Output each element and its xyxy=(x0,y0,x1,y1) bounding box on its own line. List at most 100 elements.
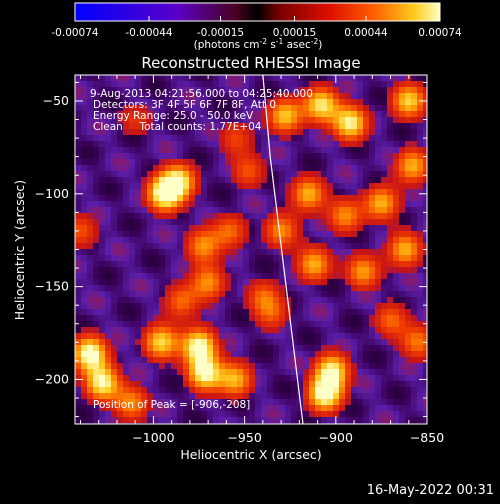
heatmap-cell xyxy=(387,81,393,87)
heatmap-cell xyxy=(153,345,159,351)
heatmap-cell xyxy=(243,273,249,279)
heatmap-cell xyxy=(321,99,327,105)
heatmap-cell xyxy=(93,267,99,273)
heatmap-cell xyxy=(201,375,207,381)
heatmap-cell xyxy=(387,315,393,321)
annotation-block: 9-Aug-2013 04:21:56.000 to 04:25:40.000 … xyxy=(90,88,313,133)
heatmap-cell xyxy=(171,111,177,117)
heatmap-cell xyxy=(231,255,237,261)
heatmap-cell xyxy=(285,249,291,255)
heatmap-cell xyxy=(87,393,93,399)
heatmap-cell xyxy=(111,285,117,291)
heatmap-cell xyxy=(93,129,99,135)
heatmap-cell xyxy=(177,339,183,345)
heatmap-cell xyxy=(183,375,189,381)
heatmap-cell xyxy=(255,315,261,321)
heatmap-cell xyxy=(141,381,147,387)
heatmap-cell xyxy=(399,237,405,243)
heatmap-cell xyxy=(249,189,255,195)
heatmap-cell xyxy=(177,153,183,159)
heatmap-cell xyxy=(351,105,357,111)
heatmap-cell xyxy=(219,207,225,213)
heatmap-cell xyxy=(381,135,387,141)
heatmap-cell xyxy=(165,285,171,291)
heatmap-cell xyxy=(375,249,381,255)
heatmap-cell xyxy=(273,273,279,279)
heatmap-cell xyxy=(369,153,375,159)
heatmap-cell xyxy=(237,393,243,399)
heatmap-cell xyxy=(159,255,165,261)
heatmap-cell xyxy=(75,417,81,423)
heatmap-cell xyxy=(189,237,195,243)
heatmap-cell xyxy=(375,117,381,123)
heatmap-cell xyxy=(213,243,219,249)
heatmap-cell xyxy=(105,183,111,189)
heatmap-cell xyxy=(237,321,243,327)
heatmap-cell xyxy=(201,219,207,225)
annotation-line: Energy Range: 25.0 - 50.0 keV xyxy=(93,110,254,122)
heatmap-cell xyxy=(111,153,117,159)
heatmap-cell xyxy=(423,327,427,333)
heatmap-cell xyxy=(339,135,345,141)
heatmap-cell xyxy=(237,141,243,147)
heatmap-cell xyxy=(387,285,393,291)
heatmap-cell xyxy=(357,351,363,357)
heatmap-cell xyxy=(357,321,363,327)
heatmap-cell xyxy=(423,177,427,183)
heatmap-cell xyxy=(369,255,375,261)
heatmap-cell xyxy=(267,363,273,369)
heatmap-cell xyxy=(219,141,225,147)
heatmap-cell xyxy=(357,405,363,411)
heatmap-cell xyxy=(159,381,165,387)
heatmap-cell xyxy=(129,135,135,141)
heatmap-cell xyxy=(195,339,201,345)
x-tick-label: −1000 xyxy=(132,430,174,445)
heatmap-cell xyxy=(297,153,303,159)
heatmap-cell xyxy=(207,153,213,159)
heatmap-cell xyxy=(75,267,81,273)
heatmap-cell xyxy=(261,171,267,177)
heatmap-cell xyxy=(279,381,285,387)
heatmap-cell xyxy=(129,357,135,363)
heatmap-cell xyxy=(87,153,93,159)
heatmap-cell xyxy=(333,303,339,309)
heatmap-cell xyxy=(105,315,111,321)
heatmap-cell xyxy=(111,117,117,123)
heatmap-cell xyxy=(147,231,153,237)
heatmap-cell xyxy=(183,291,189,297)
heatmap-cell xyxy=(339,183,345,189)
heatmap-cell xyxy=(81,87,87,93)
heatmap-cell xyxy=(123,237,129,243)
heatmap-cell xyxy=(183,369,189,375)
heatmap-cell xyxy=(381,321,387,327)
heatmap-cell xyxy=(237,297,243,303)
heatmap-cell xyxy=(399,261,405,267)
heatmap-cell xyxy=(75,141,81,147)
heatmap-cell xyxy=(237,249,243,255)
heatmap-cell xyxy=(279,183,285,189)
heatmap-cell xyxy=(315,357,321,363)
heatmap-cell xyxy=(189,249,195,255)
heatmap-cell xyxy=(129,297,135,303)
heatmap-cell xyxy=(279,177,285,183)
heatmap-cell xyxy=(291,303,297,309)
heatmap-cell xyxy=(201,291,207,297)
heatmap-cell xyxy=(117,393,123,399)
heatmap-cell xyxy=(405,255,411,261)
heatmap-cell xyxy=(99,237,105,243)
heatmap-cell xyxy=(75,111,81,117)
heatmap-cell xyxy=(309,393,315,399)
heatmap-cell xyxy=(261,261,267,267)
heatmap-cell xyxy=(387,111,393,117)
heatmap-cell xyxy=(123,333,129,339)
heatmap-cell xyxy=(231,249,237,255)
heatmap-cell xyxy=(321,231,327,237)
heatmap-cell xyxy=(315,321,321,327)
heatmap-cell xyxy=(357,141,363,147)
heatmap-cell xyxy=(81,81,87,87)
heatmap-cell xyxy=(321,177,327,183)
heatmap-cell xyxy=(387,129,393,135)
heatmap-cell xyxy=(285,135,291,141)
heatmap-cell xyxy=(357,243,363,249)
heatmap-cell xyxy=(375,141,381,147)
